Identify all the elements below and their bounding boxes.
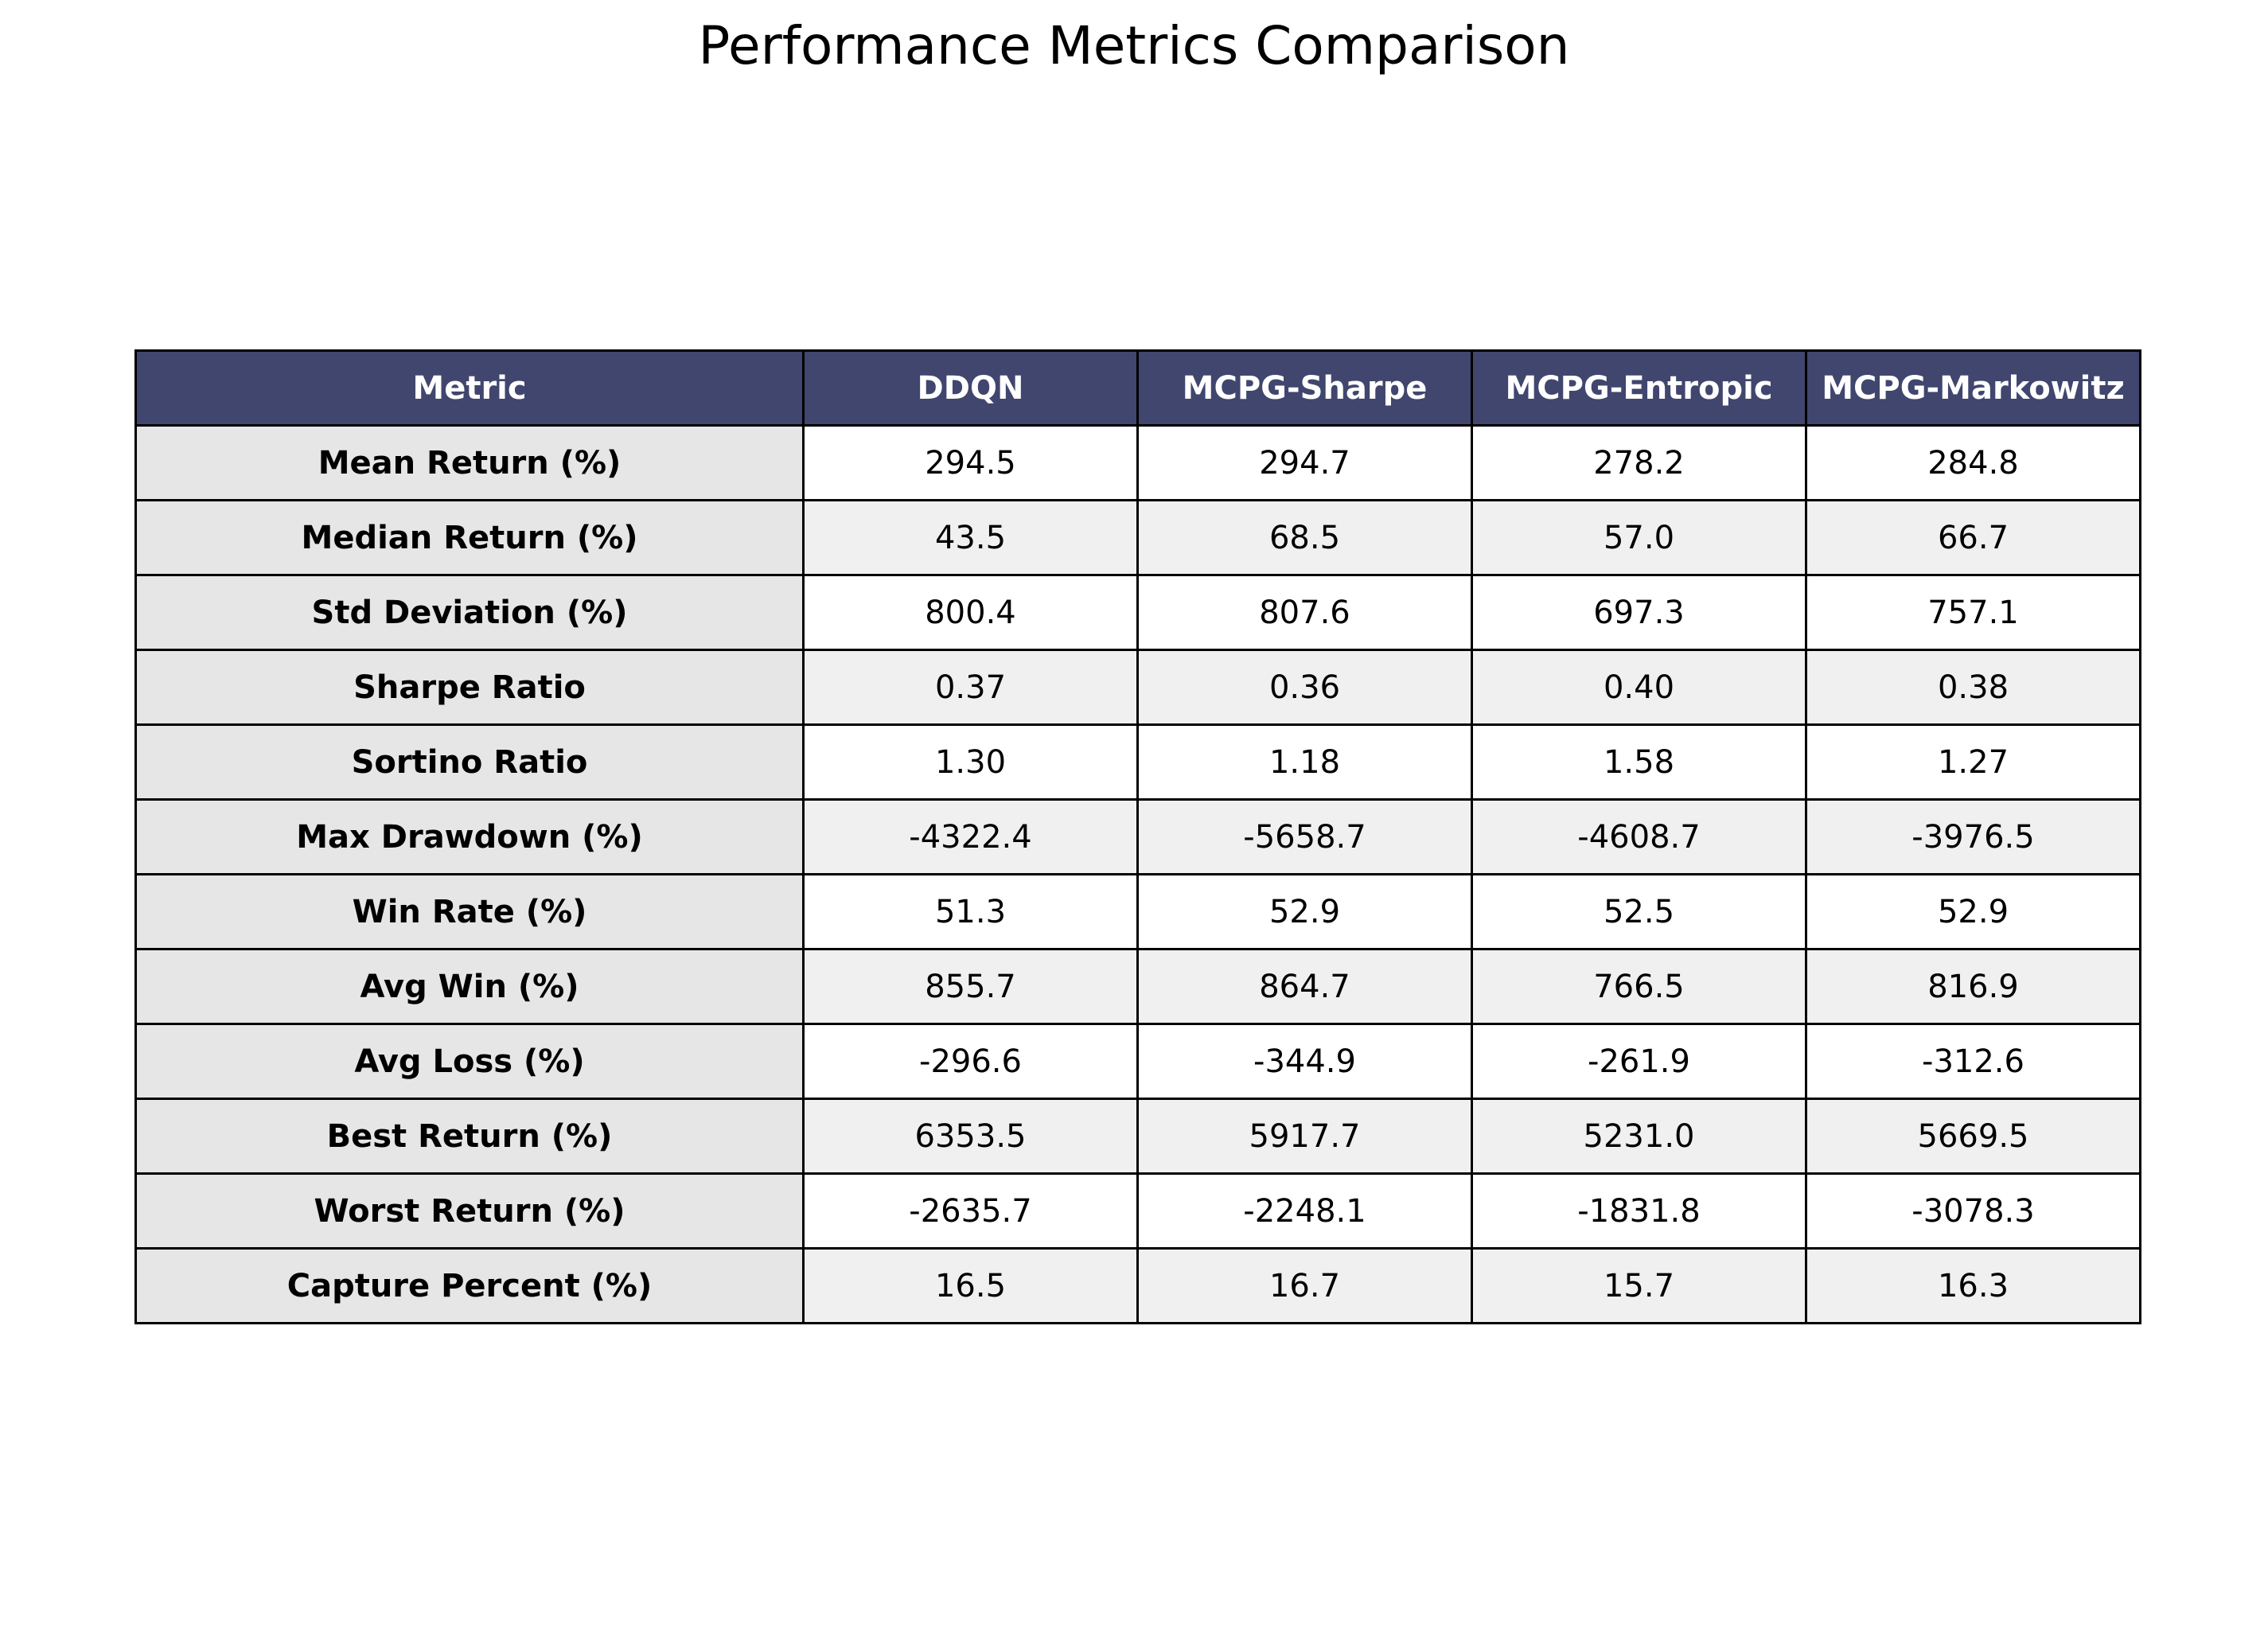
mcpg-markowitz-cell: 757.1 — [1805, 574, 2141, 651]
table-row: Capture Percent (%) 16.5 16.7 15.7 16.3 — [134, 1247, 2141, 1324]
mcpg-markowitz-cell: 66.7 — [1805, 499, 2141, 576]
mcpg-entropic-cell: 0.40 — [1471, 649, 1807, 726]
mcpg-entropic-cell: 52.5 — [1471, 873, 1807, 950]
metric-cell: Sharpe Ratio — [134, 649, 805, 726]
mcpg-sharpe-cell: -344.9 — [1136, 1023, 1473, 1100]
table-row: Avg Win (%) 855.7 864.7 766.5 816.9 — [134, 948, 2141, 1025]
column-header-ddqn: DDQN — [802, 349, 1139, 427]
table-body: Mean Return (%) 294.5 294.7 278.2 284.8 Media… — [134, 424, 2141, 1324]
metric-cell: Avg Loss (%) — [134, 1023, 805, 1100]
table-row: Std Deviation (%) 800.4 807.6 697.3 757.1 — [134, 574, 2141, 651]
mcpg-sharpe-cell: 16.7 — [1136, 1247, 1473, 1324]
metric-cell: Avg Win (%) — [134, 948, 805, 1025]
table-row: Best Return (%) 6353.5 5917.7 5231.0 5669.5 — [134, 1098, 2141, 1175]
mcpg-entropic-cell: -4608.7 — [1471, 798, 1807, 875]
metric-cell: Std Deviation (%) — [134, 574, 805, 651]
table-row: Sharpe Ratio 0.37 0.36 0.40 0.38 — [134, 649, 2141, 726]
metric-cell: Worst Return (%) — [134, 1172, 805, 1250]
ddqn-cell: -2635.7 — [802, 1172, 1139, 1250]
table-row: Mean Return (%) 294.5 294.7 278.2 284.8 — [134, 424, 2141, 501]
mcpg-sharpe-cell: -5658.7 — [1136, 798, 1473, 875]
table-row: Avg Loss (%) -296.6 -344.9 -261.9 -312.6 — [134, 1023, 2141, 1100]
chart-title: Performance Metrics Comparison — [698, 15, 1570, 76]
ddqn-cell: -296.6 — [802, 1023, 1139, 1100]
mcpg-markowitz-cell: 16.3 — [1805, 1247, 2141, 1324]
ddqn-cell: -4322.4 — [802, 798, 1139, 875]
column-header-mcpg-entropic: MCPG-Entropic — [1471, 349, 1807, 427]
mcpg-entropic-cell: 57.0 — [1471, 499, 1807, 576]
metric-cell: Best Return (%) — [134, 1098, 805, 1175]
metrics-table: Metric DDQN MCPG-Sharpe MCPG-Entropic MC… — [134, 349, 2141, 1324]
mcpg-entropic-cell: 15.7 — [1471, 1247, 1807, 1324]
mcpg-sharpe-cell: 294.7 — [1136, 424, 1473, 501]
mcpg-entropic-cell: -1831.8 — [1471, 1172, 1807, 1250]
table-row: Worst Return (%) -2635.7 -2248.1 -1831.8 -30… — [134, 1172, 2141, 1250]
mcpg-markowitz-cell: -3078.3 — [1805, 1172, 2141, 1250]
metric-cell: Win Rate (%) — [134, 873, 805, 950]
table-row: Median Return (%) 43.5 68.5 57.0 66.7 — [134, 499, 2141, 576]
mcpg-markowitz-cell: 52.9 — [1805, 873, 2141, 950]
table-header-row: Metric DDQN MCPG-Sharpe MCPG-Entropic MC… — [134, 349, 2141, 427]
mcpg-sharpe-cell: -2248.1 — [1136, 1172, 1473, 1250]
metric-cell: Median Return (%) — [134, 499, 805, 576]
mcpg-sharpe-cell: 52.9 — [1136, 873, 1473, 950]
mcpg-entropic-cell: -261.9 — [1471, 1023, 1807, 1100]
mcpg-entropic-cell: 766.5 — [1471, 948, 1807, 1025]
mcpg-markowitz-cell: 816.9 — [1805, 948, 2141, 1025]
ddqn-cell: 51.3 — [802, 873, 1139, 950]
mcpg-sharpe-cell: 807.6 — [1136, 574, 1473, 651]
ddqn-cell: 855.7 — [802, 948, 1139, 1025]
ddqn-cell: 800.4 — [802, 574, 1139, 651]
ddqn-cell: 43.5 — [802, 499, 1139, 576]
column-header-mcpg-sharpe: MCPG-Sharpe — [1136, 349, 1473, 427]
mcpg-sharpe-cell: 1.18 — [1136, 723, 1473, 801]
mcpg-entropic-cell: 1.58 — [1471, 723, 1807, 801]
mcpg-markowitz-cell: 0.38 — [1805, 649, 2141, 726]
mcpg-entropic-cell: 697.3 — [1471, 574, 1807, 651]
ddqn-cell: 1.30 — [802, 723, 1139, 801]
mcpg-sharpe-cell: 68.5 — [1136, 499, 1473, 576]
table-row: Max Drawdown (%) -4322.4 -5658.7 -4608.7 -39… — [134, 798, 2141, 875]
ddqn-cell: 6353.5 — [802, 1098, 1139, 1175]
mcpg-entropic-cell: 278.2 — [1471, 424, 1807, 501]
ddqn-cell: 16.5 — [802, 1247, 1139, 1324]
metric-cell: Mean Return (%) — [134, 424, 805, 501]
mcpg-sharpe-cell: 5917.7 — [1136, 1098, 1473, 1175]
mcpg-sharpe-cell: 0.36 — [1136, 649, 1473, 726]
column-header-mcpg-markowitz: MCPG-Markowitz — [1805, 349, 2141, 427]
mcpg-markowitz-cell: 5669.5 — [1805, 1098, 2141, 1175]
mcpg-markowitz-cell: -3976.5 — [1805, 798, 2141, 875]
mcpg-markowitz-cell: 284.8 — [1805, 424, 2141, 501]
mcpg-markowitz-cell: 1.27 — [1805, 723, 2141, 801]
ddqn-cell: 294.5 — [802, 424, 1139, 501]
mcpg-sharpe-cell: 864.7 — [1136, 948, 1473, 1025]
mcpg-entropic-cell: 5231.0 — [1471, 1098, 1807, 1175]
table-row: Sortino Ratio 1.30 1.18 1.58 1.27 — [134, 723, 2141, 801]
column-header-metric: Metric — [134, 349, 805, 427]
metric-cell: Capture Percent (%) — [134, 1247, 805, 1324]
metric-cell: Max Drawdown (%) — [134, 798, 805, 875]
table-row: Win Rate (%) 51.3 52.9 52.5 52.9 — [134, 873, 2141, 950]
mcpg-markowitz-cell: -312.6 — [1805, 1023, 2141, 1100]
metric-cell: Sortino Ratio — [134, 723, 805, 801]
ddqn-cell: 0.37 — [802, 649, 1139, 726]
